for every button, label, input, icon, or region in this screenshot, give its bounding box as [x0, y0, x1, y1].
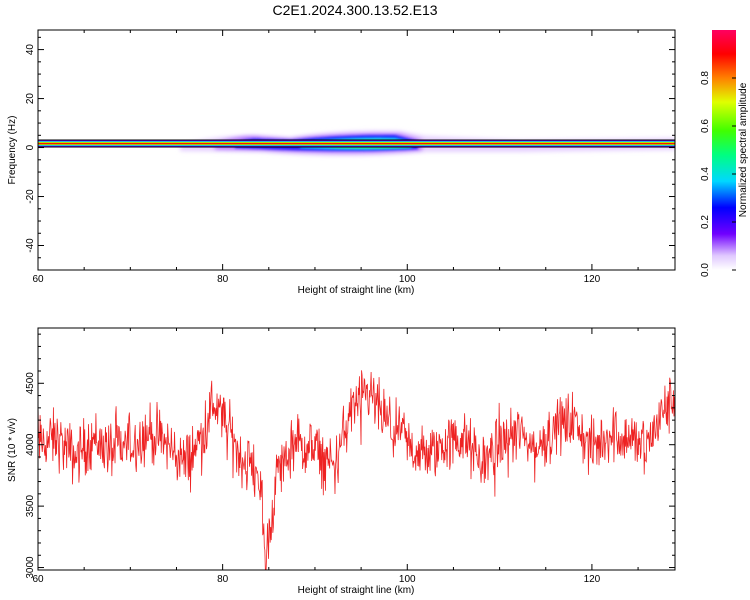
y-tick-label: 20 — [25, 93, 36, 105]
colorbar-gradient — [712, 30, 736, 270]
band-red — [38, 143, 675, 145]
colorbar-ticks: 0.0 0.2 0.4 0.6 0.8 — [700, 71, 736, 277]
x-tick-label: 80 — [217, 274, 229, 285]
x-tick-label: 60 — [32, 574, 44, 585]
snr-frame — [37, 327, 676, 571]
y-tick-label: 4500 — [25, 372, 36, 395]
spectrogram-x-label: Height of straight line (km) — [298, 285, 415, 296]
y-tick-label: 3000 — [25, 556, 36, 579]
x-tick-label: 120 — [584, 274, 601, 285]
snr-series-line — [38, 370, 675, 570]
snr-y-label: SNR (10 * v/v) — [7, 418, 18, 482]
colorbar-tick-label: 0.0 — [700, 263, 711, 277]
y-tick-label: -20 — [25, 189, 36, 204]
colorbar-label: Normalized spectral amplitude — [738, 82, 749, 217]
snr-x-label: Height of straight line (km) — [298, 585, 415, 596]
snr-panel: 60 80 100 120 3000 3500 4000 4500 Height of str… — [7, 327, 676, 596]
y-tick-label: 40 — [25, 44, 36, 56]
x-tick-label: 80 — [217, 574, 229, 585]
x-tick-label: 60 — [32, 274, 44, 285]
colorbar-tick-label: 0.6 — [700, 119, 711, 133]
spectrogram-y-label: Frequency (Hz) — [7, 116, 18, 185]
y-tick-label: 0 — [25, 144, 36, 150]
colorbar: 0.0 0.2 0.4 0.6 0.8 Normalized spectral ampl… — [700, 30, 749, 277]
y-tick-label: 3500 — [25, 495, 36, 518]
spectrogram-ticks: 60 80 100 120 -40 -20 0 20 40 — [25, 30, 675, 285]
x-tick-label: 100 — [399, 274, 416, 285]
colorbar-tick-label: 0.8 — [700, 71, 711, 85]
colorbar-tick-label: 0.4 — [700, 167, 711, 181]
snr-ticks: 60 80 100 120 3000 3500 4000 4500 — [25, 328, 675, 585]
colorbar-tick-label: 0.2 — [700, 215, 711, 229]
x-tick-label: 120 — [584, 574, 601, 585]
page-title: C2E1.2024.300.13.52.E13 — [272, 2, 438, 18]
y-tick-label: 4000 — [25, 433, 36, 456]
y-tick-label: -40 — [25, 238, 36, 253]
spectrogram-panel: 60 80 100 120 -40 -20 0 20 40 Height of straight… — [7, 29, 676, 296]
spectrogram-image — [38, 130, 675, 156]
spectrogram-frame — [37, 29, 676, 271]
x-tick-label: 100 — [399, 574, 416, 585]
